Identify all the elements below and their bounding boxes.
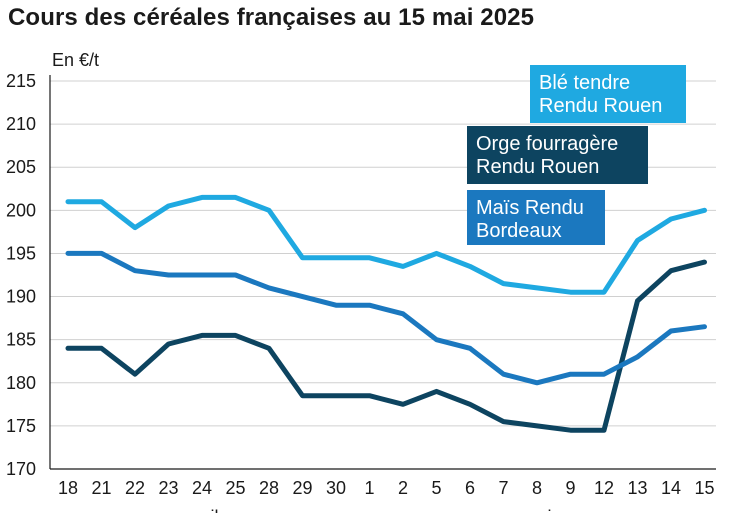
x-tick-label: 15 [694, 478, 714, 498]
y-axis-unit: En €/t [52, 50, 99, 70]
y-tick-label: 185 [6, 330, 36, 350]
x-tick-label: 23 [158, 478, 178, 498]
legend-label: Blé tendre [539, 72, 630, 94]
legend-swatch [530, 65, 686, 123]
y-tick-label: 180 [6, 373, 36, 393]
x-tick-label: 8 [532, 478, 542, 498]
y-tick-label: 195 [6, 243, 36, 263]
y-tick-label: 210 [6, 114, 36, 134]
legend-label: Bordeaux [476, 220, 562, 242]
x-tick-label: 5 [431, 478, 441, 498]
y-tick-label: 205 [6, 157, 36, 177]
y-tick-label: 170 [6, 459, 36, 479]
series-line [65, 194, 707, 295]
x-tick-label: 30 [326, 478, 346, 498]
legend-label: Rendu Rouen [476, 156, 599, 178]
y-tick-label: 215 [6, 71, 36, 91]
x-tick-label: 29 [292, 478, 312, 498]
month-label: mai [522, 507, 551, 513]
series-line [65, 259, 707, 433]
legend-label: Orge fourragère [476, 133, 618, 155]
x-tick-label: 22 [125, 478, 145, 498]
x-tick-label: 13 [627, 478, 647, 498]
y-tick-label: 200 [6, 200, 36, 220]
x-tick-label: 9 [565, 478, 575, 498]
y-tick-label: 175 [6, 416, 36, 436]
legend-swatch [467, 126, 648, 184]
legend-label: Maïs Rendu [476, 197, 584, 219]
month-label: avril [185, 507, 218, 513]
chart-title: Cours des céréales françaises au 15 mai … [8, 4, 535, 31]
y-tick-label: 190 [6, 287, 36, 307]
x-tick-label: 25 [225, 478, 245, 498]
x-tick-label: 12 [594, 478, 614, 498]
x-tick-label: 18 [58, 478, 78, 498]
x-tick-label: 1 [364, 478, 374, 498]
x-tick-label: 21 [91, 478, 111, 498]
x-tick-label: 24 [192, 478, 212, 498]
series-line [65, 250, 707, 386]
x-tick-label: 6 [465, 478, 475, 498]
x-tick-label: 28 [259, 478, 279, 498]
x-tick-label: 7 [498, 478, 508, 498]
x-tick-label: 14 [661, 478, 681, 498]
legend-swatch [467, 190, 605, 245]
legend-label: Rendu Rouen [539, 95, 662, 117]
x-tick-label: 2 [398, 478, 408, 498]
